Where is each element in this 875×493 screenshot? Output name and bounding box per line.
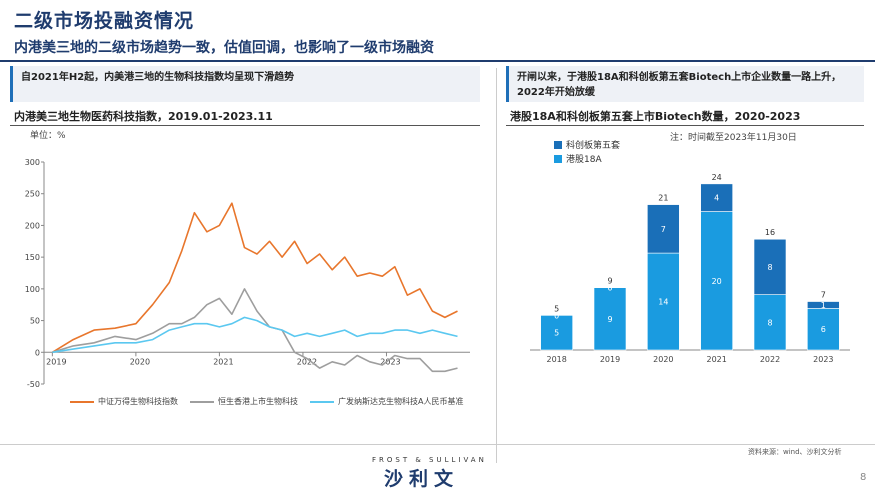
- brand-tagline: FROST & SULLIVAN: [372, 456, 487, 464]
- legend-label-star: 科创板第五套: [566, 141, 621, 151]
- legend-item-star: 科创板第五套: [554, 138, 620, 151]
- bar-value-label: 0: [607, 284, 612, 293]
- legend-label-hk: 港股18A: [566, 155, 602, 165]
- bar-value-label: 14: [658, 298, 668, 307]
- header-rule: [0, 60, 875, 62]
- bar-value-label: 1: [821, 301, 826, 310]
- page-title: 二级市场投融资情况: [14, 10, 195, 32]
- x-tick-label: 2021: [213, 357, 233, 366]
- page-subtitle: 内港美三地的二级市场趋势一致，估值回调，也影响了一级市场融资: [14, 40, 434, 56]
- bar-total-label: 16: [765, 228, 775, 237]
- x-tick-label: 2019: [46, 357, 66, 366]
- bar-seg-star: [807, 301, 840, 309]
- bar-value-label: 20: [712, 277, 722, 286]
- y-tick-label: 250: [25, 190, 40, 199]
- bar-value-label: 7: [661, 225, 666, 234]
- source-note: 资料来源：wind、沙利文分析: [748, 448, 842, 456]
- bar-value-label: 6: [821, 325, 826, 334]
- y-tick-label: 0: [35, 348, 40, 357]
- y-tick-label: 100: [25, 285, 40, 294]
- legend-item-hk: 港股18A: [554, 152, 602, 165]
- line-chart: -50 0 50 100 150 200 250 300 2019 2020 2021 2022 202…: [25, 158, 470, 389]
- y-tick-label: 300: [25, 158, 40, 167]
- bar-category-label: 2023: [813, 355, 833, 364]
- x-tick-label: 2020: [130, 357, 150, 366]
- left-title-rule: [10, 125, 480, 126]
- bar-seg-star: [753, 238, 787, 295]
- bar-category-label: 2021: [706, 355, 726, 364]
- left-summary-box: 自2021年H2起，内美港三地的生物科技指数均呈现下滑趋势: [10, 66, 480, 102]
- legend-label-gray: 恒生香港上市生物科技: [218, 397, 298, 406]
- bar-category-label: 2018: [546, 355, 566, 364]
- y-tick-label: -50: [27, 380, 40, 389]
- bar-category-label: 2020: [653, 355, 673, 364]
- legend-item-gray: 恒生香港上市生物科技: [190, 396, 298, 407]
- bar-category-label: 2019: [600, 355, 620, 364]
- series-line-0: [51, 202, 458, 353]
- series-line-2: [52, 316, 458, 354]
- bar-seg-hk: [807, 308, 840, 351]
- bar-total-label: 9: [607, 277, 612, 286]
- bar-total-label: 5: [554, 304, 559, 313]
- bar-seg-hk: [540, 315, 573, 351]
- x-tick-label: 2022: [297, 357, 317, 366]
- right-summary-text: 开闸以来，于港股18A和科创板第五套Biotech上市企业数量一路上升，2022…: [517, 72, 842, 98]
- legend-item-orange: 中证万得生物科技指数: [70, 396, 178, 407]
- legend-swatch-star: [554, 140, 562, 149]
- bar-total-label: 7: [821, 291, 826, 300]
- panel-divider: [496, 68, 497, 463]
- bar-category-label: 2022: [760, 355, 780, 364]
- right-title-rule: [506, 125, 864, 126]
- y-tick-label: 50: [30, 317, 40, 326]
- x-tick-label: 2023: [380, 357, 400, 366]
- bar-seg-hk: [647, 252, 680, 351]
- right-chart-note: 注：时间截至2023年11月30日: [670, 133, 797, 143]
- bar-value-label: 8: [767, 318, 772, 327]
- bar-value-label: 4: [714, 194, 719, 203]
- legend-swatch-lightblue: [310, 400, 334, 403]
- bar-value-label: 9: [607, 315, 612, 324]
- bar-total-label: 21: [658, 194, 668, 203]
- bar-value-label: 5: [554, 329, 559, 338]
- bar-total-label: 24: [712, 173, 722, 182]
- legend-swatch-gray: [190, 400, 214, 403]
- legend-label-lightblue: 广发纳斯达克生物科技A人民币基准: [338, 397, 464, 406]
- bar-value-label: 0: [554, 311, 559, 320]
- brand-logo: 沙利文: [384, 468, 460, 490]
- left-chart-unit: 单位：%: [30, 131, 66, 141]
- legend-item-lightblue: 广发纳斯达克生物科技A人民币基准: [310, 396, 463, 407]
- y-tick-label: 200: [25, 221, 40, 230]
- y-tick-label: 150: [25, 253, 40, 262]
- bar-seg-hk: [700, 211, 733, 351]
- bar-seg-star: [700, 183, 733, 212]
- right-summary-box: 开闸以来，于港股18A和科创板第五套Biotech上市企业数量一路上升，2022…: [506, 66, 864, 102]
- bar-chart: 5052018909201914721202020424202188162022…: [530, 173, 850, 364]
- page-number: 8: [860, 472, 867, 483]
- legend-swatch-orange: [70, 400, 94, 403]
- bar-seg-hk: [753, 294, 787, 351]
- left-summary-text: 自2021年H2起，内美港三地的生物科技指数均呈现下滑趋势: [21, 72, 295, 83]
- bar-seg-star: [647, 204, 680, 254]
- legend-swatch-hk: [554, 154, 562, 163]
- legend-label-orange: 中证万得生物科技指数: [98, 397, 178, 406]
- right-chart-title: 港股18A和科创板第五套上市Biotech数量，2020-2023: [510, 110, 801, 123]
- footer-rule: [0, 444, 875, 445]
- bar-seg-hk: [593, 287, 627, 351]
- left-chart-title: 内港美三地生物医药科技指数，2019.01-2023.11: [14, 110, 273, 123]
- bar-value-label: 8: [767, 263, 772, 272]
